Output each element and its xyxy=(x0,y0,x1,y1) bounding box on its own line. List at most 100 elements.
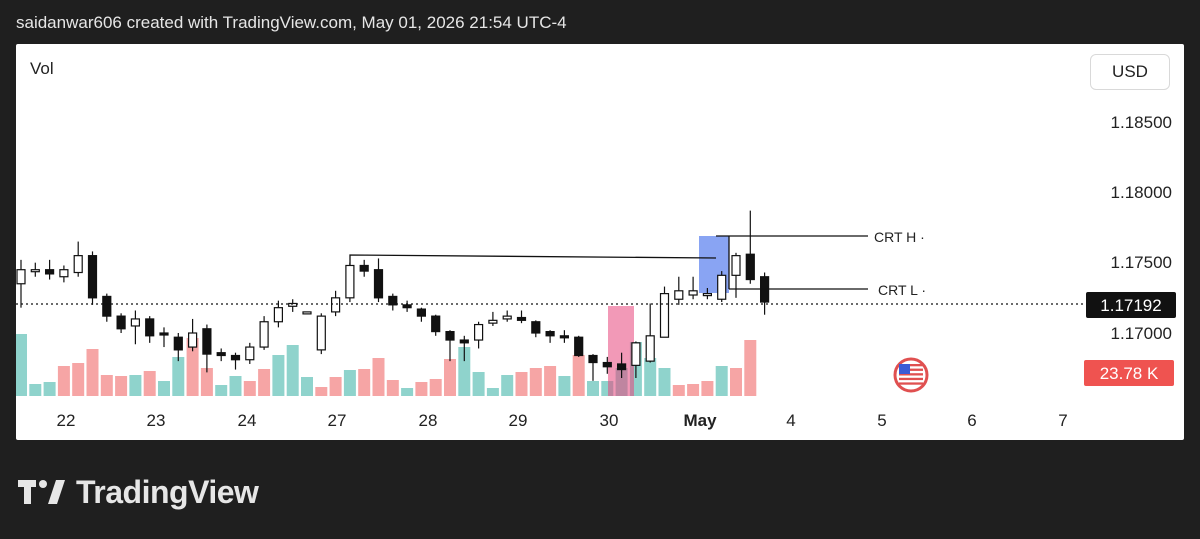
candle-body xyxy=(717,274,727,300)
x-axis-tick-label: 7 xyxy=(1058,411,1067,430)
candle-body xyxy=(645,335,655,362)
candle-body xyxy=(116,315,126,330)
candle-body xyxy=(588,354,598,364)
flag-stripe xyxy=(899,368,923,371)
volume-bar xyxy=(72,363,85,396)
volume-indicator-label[interactable]: Vol xyxy=(30,59,54,78)
volume-bar xyxy=(730,368,742,396)
flag-stripe xyxy=(899,373,923,376)
chart-panel[interactable]: Vol USD CRT H · CRT L · 1.18500 1.18000 1.17… xyxy=(16,44,1184,440)
candle-body xyxy=(230,354,241,361)
volume-bar xyxy=(272,355,285,396)
candle-body xyxy=(331,297,341,313)
flag-canton xyxy=(899,364,910,374)
candle-body xyxy=(245,346,255,361)
volume-value-badge xyxy=(1084,360,1174,386)
volume-bar xyxy=(558,376,571,396)
volume-value: 23.78 K xyxy=(1100,364,1159,383)
candle-body xyxy=(202,328,212,355)
volume-bar xyxy=(86,349,99,396)
volume-bar xyxy=(143,371,156,396)
volume-bar xyxy=(43,382,56,396)
currency-selector[interactable]: USD xyxy=(1090,54,1170,90)
candle-body xyxy=(45,269,55,275)
y-axis-tick-label: 1.18000 xyxy=(1111,183,1172,202)
x-axis-tick-label: 24 xyxy=(238,411,257,430)
volume-bar xyxy=(501,375,514,396)
candle-body xyxy=(173,336,183,351)
candle-body xyxy=(188,332,198,348)
last-price-badge xyxy=(1086,292,1176,318)
volume-bar xyxy=(401,388,414,396)
crt-high-label: CRT H · xyxy=(874,229,925,245)
candle-body xyxy=(731,255,741,276)
x-axis-tick-label: 29 xyxy=(509,411,528,430)
candle-body xyxy=(674,290,684,300)
candle-body xyxy=(659,293,670,338)
volume-bar xyxy=(386,380,399,396)
volume-bar xyxy=(200,368,213,396)
volume-bar xyxy=(444,359,456,396)
candle-body xyxy=(73,255,83,274)
candle-body xyxy=(359,264,369,272)
candle-body xyxy=(459,339,469,344)
volume-bar xyxy=(16,334,27,396)
volume-bar xyxy=(129,375,142,396)
candle-body xyxy=(416,308,426,317)
candle-body xyxy=(631,342,641,366)
volume-bar xyxy=(486,388,499,396)
volume-bar xyxy=(572,355,585,396)
candle-body xyxy=(102,295,112,317)
volume-bar xyxy=(29,384,42,396)
candle-body xyxy=(130,318,141,327)
volume-bar xyxy=(515,372,528,396)
candle-body xyxy=(30,269,40,273)
candle-body xyxy=(216,352,226,357)
volume-bar xyxy=(186,338,199,396)
x-axis-tick-label: 6 xyxy=(967,411,976,430)
volume-bar xyxy=(544,366,557,396)
volume-bar xyxy=(358,369,371,396)
candle-body xyxy=(688,290,698,296)
tradingview-logo-icon xyxy=(18,479,65,504)
volume-bar xyxy=(57,366,70,396)
volume-bar xyxy=(301,377,313,396)
volume-bar xyxy=(243,381,256,396)
volume-bar xyxy=(215,385,228,396)
volume-bar xyxy=(472,372,485,396)
candle-body xyxy=(531,321,541,334)
volume-bar xyxy=(372,358,385,396)
volume-bar xyxy=(315,387,328,396)
flag-stripe xyxy=(899,377,923,381)
volume-bar xyxy=(100,375,113,396)
candle-body xyxy=(502,315,512,320)
candle-body xyxy=(574,336,584,357)
volume-bar xyxy=(658,368,671,396)
x-axis-tick-label: May xyxy=(683,411,717,430)
candle-body xyxy=(402,304,412,309)
brand-name: TradingView xyxy=(76,474,259,510)
price-chart[interactable]: CRT H · CRT L · 1.18500 1.18000 1.17500 1.170… xyxy=(16,44,1184,440)
candle-body xyxy=(488,319,498,324)
candle-body xyxy=(516,316,527,321)
volume-bar xyxy=(343,370,356,396)
candle-body xyxy=(702,293,713,297)
crt-high-line xyxy=(349,235,868,266)
volume-bar xyxy=(158,381,170,396)
x-axis-tick-label: 23 xyxy=(147,411,166,430)
x-axis-tick-label: 28 xyxy=(419,411,438,430)
y-axis-tick-label: 1.17000 xyxy=(1111,324,1172,343)
candle-body xyxy=(16,269,26,285)
y-axis-tick-label: 1.17500 xyxy=(1111,253,1172,272)
footer-brand: TradingView xyxy=(18,474,259,511)
x-axis-tick-label: 27 xyxy=(328,411,347,430)
candle-body xyxy=(559,335,570,339)
candle-body xyxy=(745,253,755,281)
x-axis-tick-label: 22 xyxy=(57,411,76,430)
chart-attribution: saidanwar606 created with TradingView.co… xyxy=(16,13,567,32)
candle-body xyxy=(302,311,312,315)
volume-bar xyxy=(429,379,442,396)
candle-body xyxy=(87,255,98,299)
candle-body xyxy=(345,264,355,299)
candle-body xyxy=(474,323,484,341)
